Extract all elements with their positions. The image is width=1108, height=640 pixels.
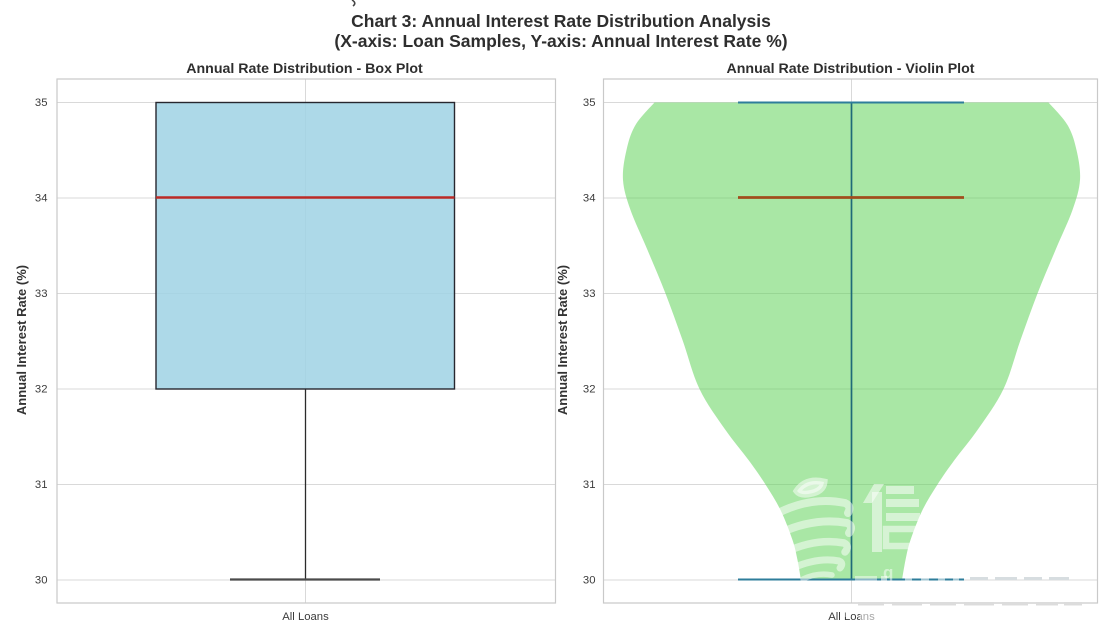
svg-text:q: q — [883, 563, 893, 582]
svg-text:32: 32 — [35, 384, 48, 396]
svg-text:(X-axis: Loan Samples, Y-axis:: (X-axis: Loan Samples, Y-axis: Annual In… — [334, 31, 787, 51]
svg-text:All Loans: All Loans — [282, 611, 329, 623]
svg-text:34: 34 — [583, 193, 596, 205]
svg-text:Annual Interest Rate (%): Annual Interest Rate (%) — [555, 265, 570, 415]
svg-text:31: 31 — [583, 479, 596, 491]
svg-text:Chart 3: Annual Interest Rate: Chart 3: Annual Interest Rate Distributi… — [351, 11, 771, 31]
svg-text:32: 32 — [583, 384, 596, 396]
svg-text:Annual Rate Distribution - Vio: Annual Rate Distribution - Violin Plot — [726, 61, 974, 77]
svg-text:33: 33 — [583, 288, 596, 300]
svg-text:30: 30 — [35, 575, 48, 587]
svg-text:31: 31 — [35, 479, 48, 491]
svg-text:35: 35 — [35, 97, 48, 109]
svg-text:34: 34 — [35, 193, 48, 205]
svg-text:Annual Interest Rate (%): Annual Interest Rate (%) — [14, 265, 29, 415]
svg-text:35: 35 — [583, 97, 596, 109]
svg-text:30: 30 — [583, 575, 596, 587]
svg-text:33: 33 — [35, 288, 48, 300]
svg-text:Annual Rate Distribution - Box: Annual Rate Distribution - Box Plot — [186, 61, 423, 77]
